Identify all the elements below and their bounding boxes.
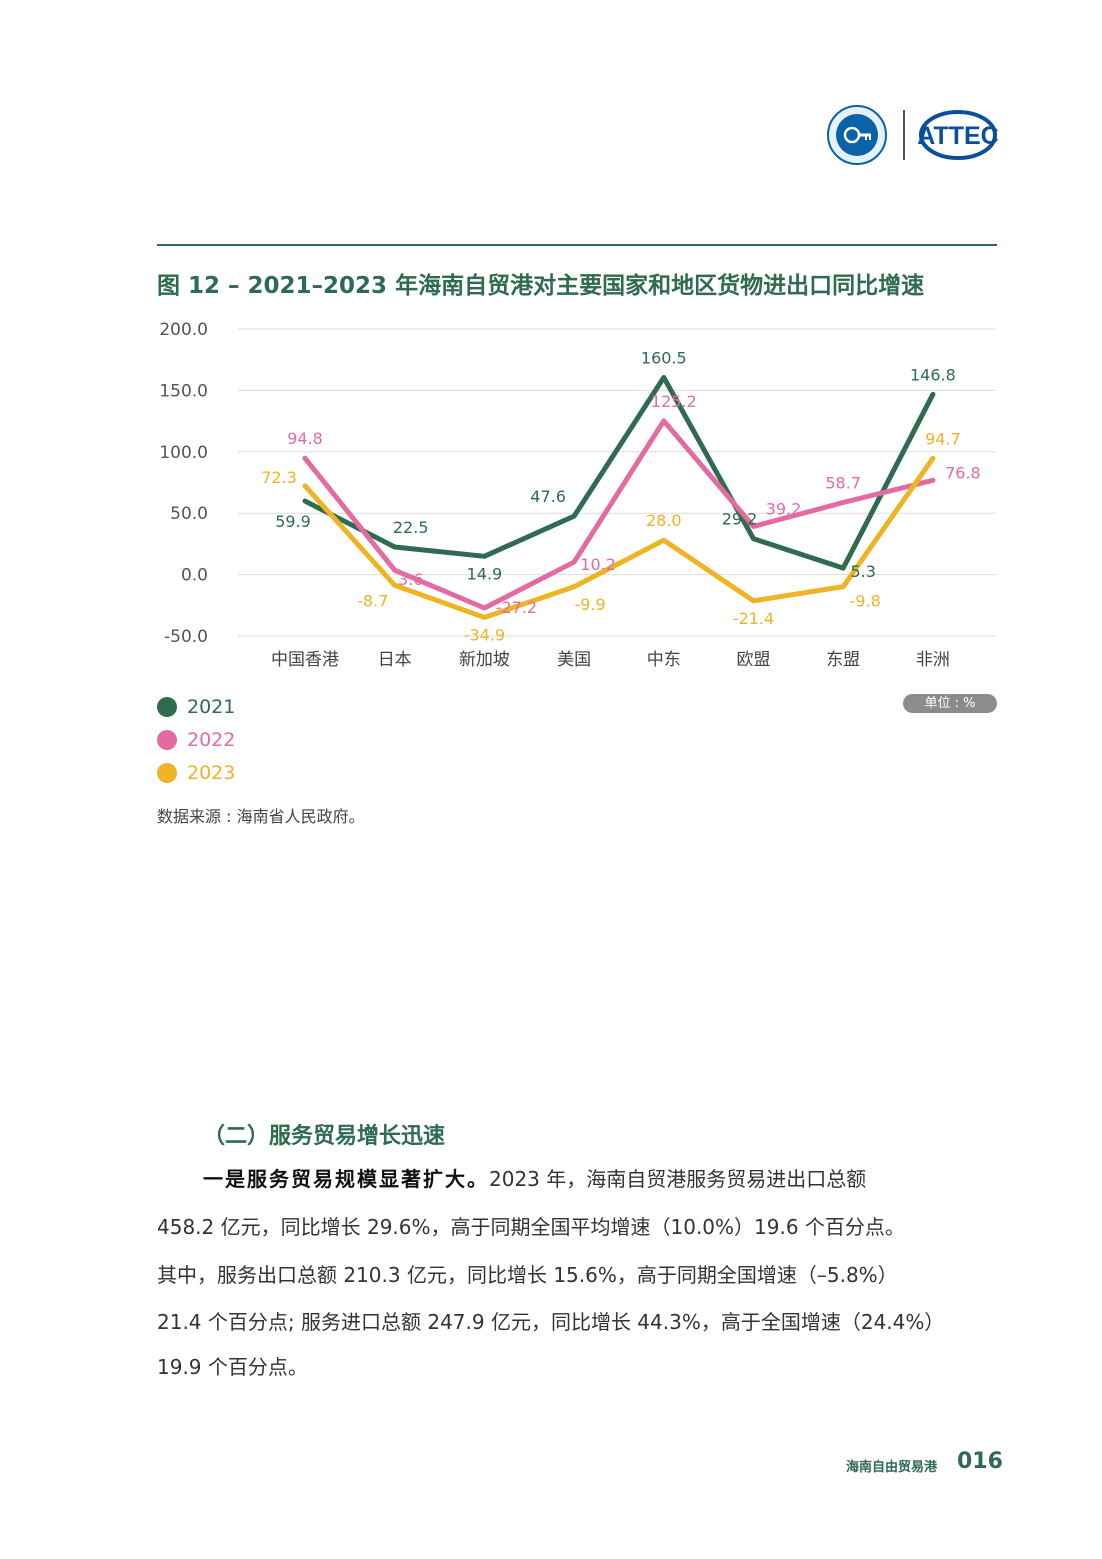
paragraph-line-5: 19.9 个百分点。 xyxy=(157,1355,308,1379)
y-tick-label: 50.0 xyxy=(170,504,208,524)
series-line-2021 xyxy=(302,375,936,571)
data-label: 58.7 xyxy=(825,474,861,493)
x-tick-label: 中东 xyxy=(647,650,681,670)
x-tick-label: 美国 xyxy=(557,650,591,670)
data-label: 28.0 xyxy=(646,511,682,530)
x-tick-label: 非洲 xyxy=(916,650,950,670)
series-line-2023 xyxy=(302,455,936,620)
data-label: 59.9 xyxy=(275,512,311,531)
data-source-note: 数据来源 : 海南省人民政府。 xyxy=(157,807,365,826)
data-label: 39.2 xyxy=(766,499,802,518)
data-label: 3.6 xyxy=(398,570,423,589)
paragraph-line-1: 一是服务贸易规模显著扩大。2023 年，海南自贸港服务贸易进出口总额 xyxy=(203,1163,1003,1192)
data-label: 5.3 xyxy=(850,562,875,581)
attec-logo-icon: ATTEC xyxy=(917,110,999,160)
data-label: 125.2 xyxy=(651,392,697,411)
y-tick-label: 200.0 xyxy=(159,320,208,340)
data-label: 146.8 xyxy=(910,365,956,384)
data-label: 10.2 xyxy=(580,555,616,574)
footer-title: 海南自由贸易港 xyxy=(846,1460,938,1475)
paragraph-line-2: 458.2 亿元，同比增长 29.6%，高于同期全国平均增速（10.0%）19.… xyxy=(157,1215,905,1239)
legend-item-2021: 2021 xyxy=(157,690,235,723)
x-tick-label: 中国香港 xyxy=(271,650,339,670)
y-tick-label: 100.0 xyxy=(159,443,208,463)
data-label: -21.4 xyxy=(733,609,774,628)
page-number: 016 xyxy=(957,1449,1003,1474)
data-label: 47.6 xyxy=(530,487,566,506)
legend-label-2022: 2022 xyxy=(187,728,236,751)
data-label: -34.9 xyxy=(464,625,505,644)
legend-label-2023: 2023 xyxy=(187,761,236,784)
x-tick-label: 新加坡 xyxy=(459,650,510,670)
data-label: -8.7 xyxy=(357,591,388,610)
data-label: 94.7 xyxy=(925,429,961,448)
y-tick-label: 0.0 xyxy=(181,566,208,586)
attec-logo-text: ATTEC xyxy=(917,122,998,150)
data-label: 22.5 xyxy=(393,518,429,537)
section-heading: （二）服务贸易增长迅速 xyxy=(203,1124,446,1149)
paragraph-line-4: 21.4 个百分点; 服务进口总额 247.9 亿元，同比增长 44.3%，高于… xyxy=(157,1310,945,1334)
paragraph-line-1-text: 2023 年，海南自贸港服务贸易进出口总额 xyxy=(489,1167,867,1191)
header-logos: ATTEC xyxy=(826,104,1001,166)
chart-legend: 2021 2022 2023 xyxy=(157,690,235,789)
x-tick-label: 日本 xyxy=(378,650,412,670)
data-label: 72.3 xyxy=(261,468,297,487)
legend-item-2023: 2023 xyxy=(157,756,235,789)
data-label: -27.2 xyxy=(496,598,537,617)
data-label: 29.2 xyxy=(722,510,758,529)
x-tick-label: 欧盟 xyxy=(737,650,771,670)
unit-badge: 单位 : % xyxy=(903,694,997,713)
legend-item-2022: 2022 xyxy=(157,723,235,756)
title-rule xyxy=(157,244,997,246)
data-label: -9.9 xyxy=(574,595,605,614)
data-label: -9.8 xyxy=(850,592,881,611)
data-label: 76.8 xyxy=(945,463,981,482)
x-tick-label: 东盟 xyxy=(826,650,860,670)
paragraph-lead: 一是服务贸易规模显著扩大。 xyxy=(203,1167,489,1191)
data-label: 14.9 xyxy=(467,564,503,583)
legend-label-2021: 2021 xyxy=(187,695,236,718)
legend-swatch-2023 xyxy=(157,762,177,783)
think-tank-logo-icon xyxy=(827,105,887,165)
series-line-2022 xyxy=(302,418,936,611)
figure-title: 图 12 – 2021–2023 年海南自贸港对主要国家和地区货物进出口同比增速 xyxy=(157,273,925,299)
data-label: 160.5 xyxy=(641,349,687,368)
legend-swatch-2022 xyxy=(157,729,177,750)
y-tick-label: 150.0 xyxy=(159,381,208,401)
line-chart: -50.0 0.0 50.0 100.0 150.0 200.0 中国香港 日本 新加坡 美国 中东… xyxy=(159,320,996,670)
y-tick-label: -50.0 xyxy=(164,627,208,647)
paragraph-line-3: 其中，服务出口总额 210.3 亿元，同比增长 15.6%，高于同期全国增速（–… xyxy=(157,1263,898,1287)
data-label: 94.8 xyxy=(287,429,323,448)
legend-swatch-2021 xyxy=(157,696,177,717)
